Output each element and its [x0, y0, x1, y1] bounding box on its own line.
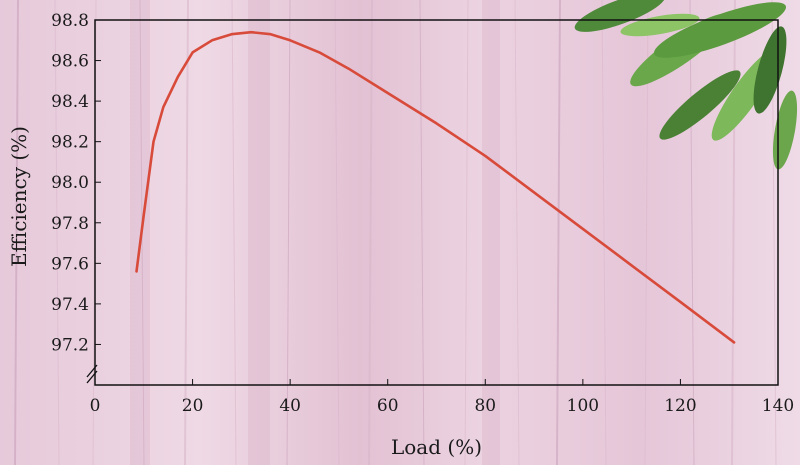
- wood-grain-line: [556, 0, 561, 465]
- wood-grain-line: [334, 0, 340, 465]
- y-tick-label: 98.6: [51, 52, 89, 72]
- x-tick-label: 80: [474, 396, 496, 416]
- leaf-shape: [659, 70, 741, 140]
- leaf-shape: [574, 0, 666, 32]
- y-tick-label: 97.8: [51, 214, 89, 234]
- wood-plank-shade: [482, 0, 500, 465]
- x-tick-label: 60: [377, 396, 399, 416]
- x-tick-label: 0: [90, 396, 101, 416]
- y-tick-label: 98.4: [51, 92, 89, 112]
- y-tick-label: 97.2: [51, 335, 89, 355]
- y-tick-label: 97.6: [51, 254, 89, 274]
- wood-grain-line: [286, 0, 291, 465]
- y-axis-label: Efficiency (%): [7, 126, 31, 267]
- leaf-shape: [772, 90, 798, 170]
- wood-grain-line: [368, 0, 373, 465]
- wood-grain-line: [514, 0, 520, 465]
- wood-grain-line: [601, 0, 607, 465]
- x-axis-label: Load (%): [391, 435, 482, 459]
- wood-plank-shade: [130, 0, 150, 465]
- efficiency-curve: [135, 30, 736, 344]
- x-tick-label: 120: [664, 396, 696, 416]
- wood-grain-line: [231, 0, 237, 465]
- wood-grain-line: [464, 0, 469, 465]
- x-tick-label: 20: [182, 396, 204, 416]
- x-tick-label: 40: [279, 396, 301, 416]
- plot-frame: [94, 19, 779, 386]
- y-axis-break-icon: [86, 364, 98, 384]
- wood-plank-shade: [248, 0, 270, 465]
- wood-grain-line: [184, 0, 189, 465]
- wood-grain-line: [689, 0, 695, 465]
- leaves-decoration: [574, 0, 798, 170]
- x-tick-label: 100: [567, 396, 599, 416]
- wood-grain-line: [14, 0, 19, 465]
- y-tick-label: 98.2: [51, 133, 89, 153]
- x-tick-label: 140: [762, 396, 794, 416]
- leaf-shape: [654, 2, 786, 58]
- wood-grain-line: [54, 0, 60, 465]
- y-tick-label: 98.0: [51, 173, 89, 193]
- wood-grain-line: [419, 0, 425, 465]
- y-tick-label: 98.8: [51, 11, 89, 31]
- y-tick-label: 97.4: [51, 295, 89, 315]
